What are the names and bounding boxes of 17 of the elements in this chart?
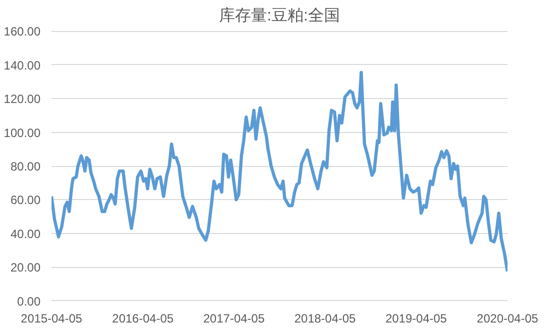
y-tick-label: 100.00 — [4, 126, 41, 140]
x-tick-label: 2020-04-05 — [476, 312, 539, 326]
x-tick-label: 2018-04-05 — [294, 312, 356, 326]
y-tick-label: 160.00 — [4, 24, 41, 39]
y-tick-label: 40.00 — [10, 226, 41, 241]
chart-title: 库存量:豆粕:全国 — [219, 6, 340, 24]
x-tick-label: 2017-04-05 — [203, 312, 265, 326]
y-tick-label: 140.00 — [4, 58, 41, 72]
y-tick-label: 80.00 — [10, 160, 41, 174]
y-tick-label: 0.00 — [17, 294, 41, 308]
x-tick-label: 2016-04-05 — [112, 312, 174, 326]
y-tick-label: 20.00 — [10, 260, 41, 275]
x-tick-label: 2019-04-05 — [385, 312, 448, 326]
y-tick-label: 120.00 — [4, 92, 41, 106]
y-tick-label: 60.00 — [10, 193, 41, 208]
x-tick-label: 2015-04-05 — [20, 312, 83, 326]
line-series — [52, 70, 508, 273]
